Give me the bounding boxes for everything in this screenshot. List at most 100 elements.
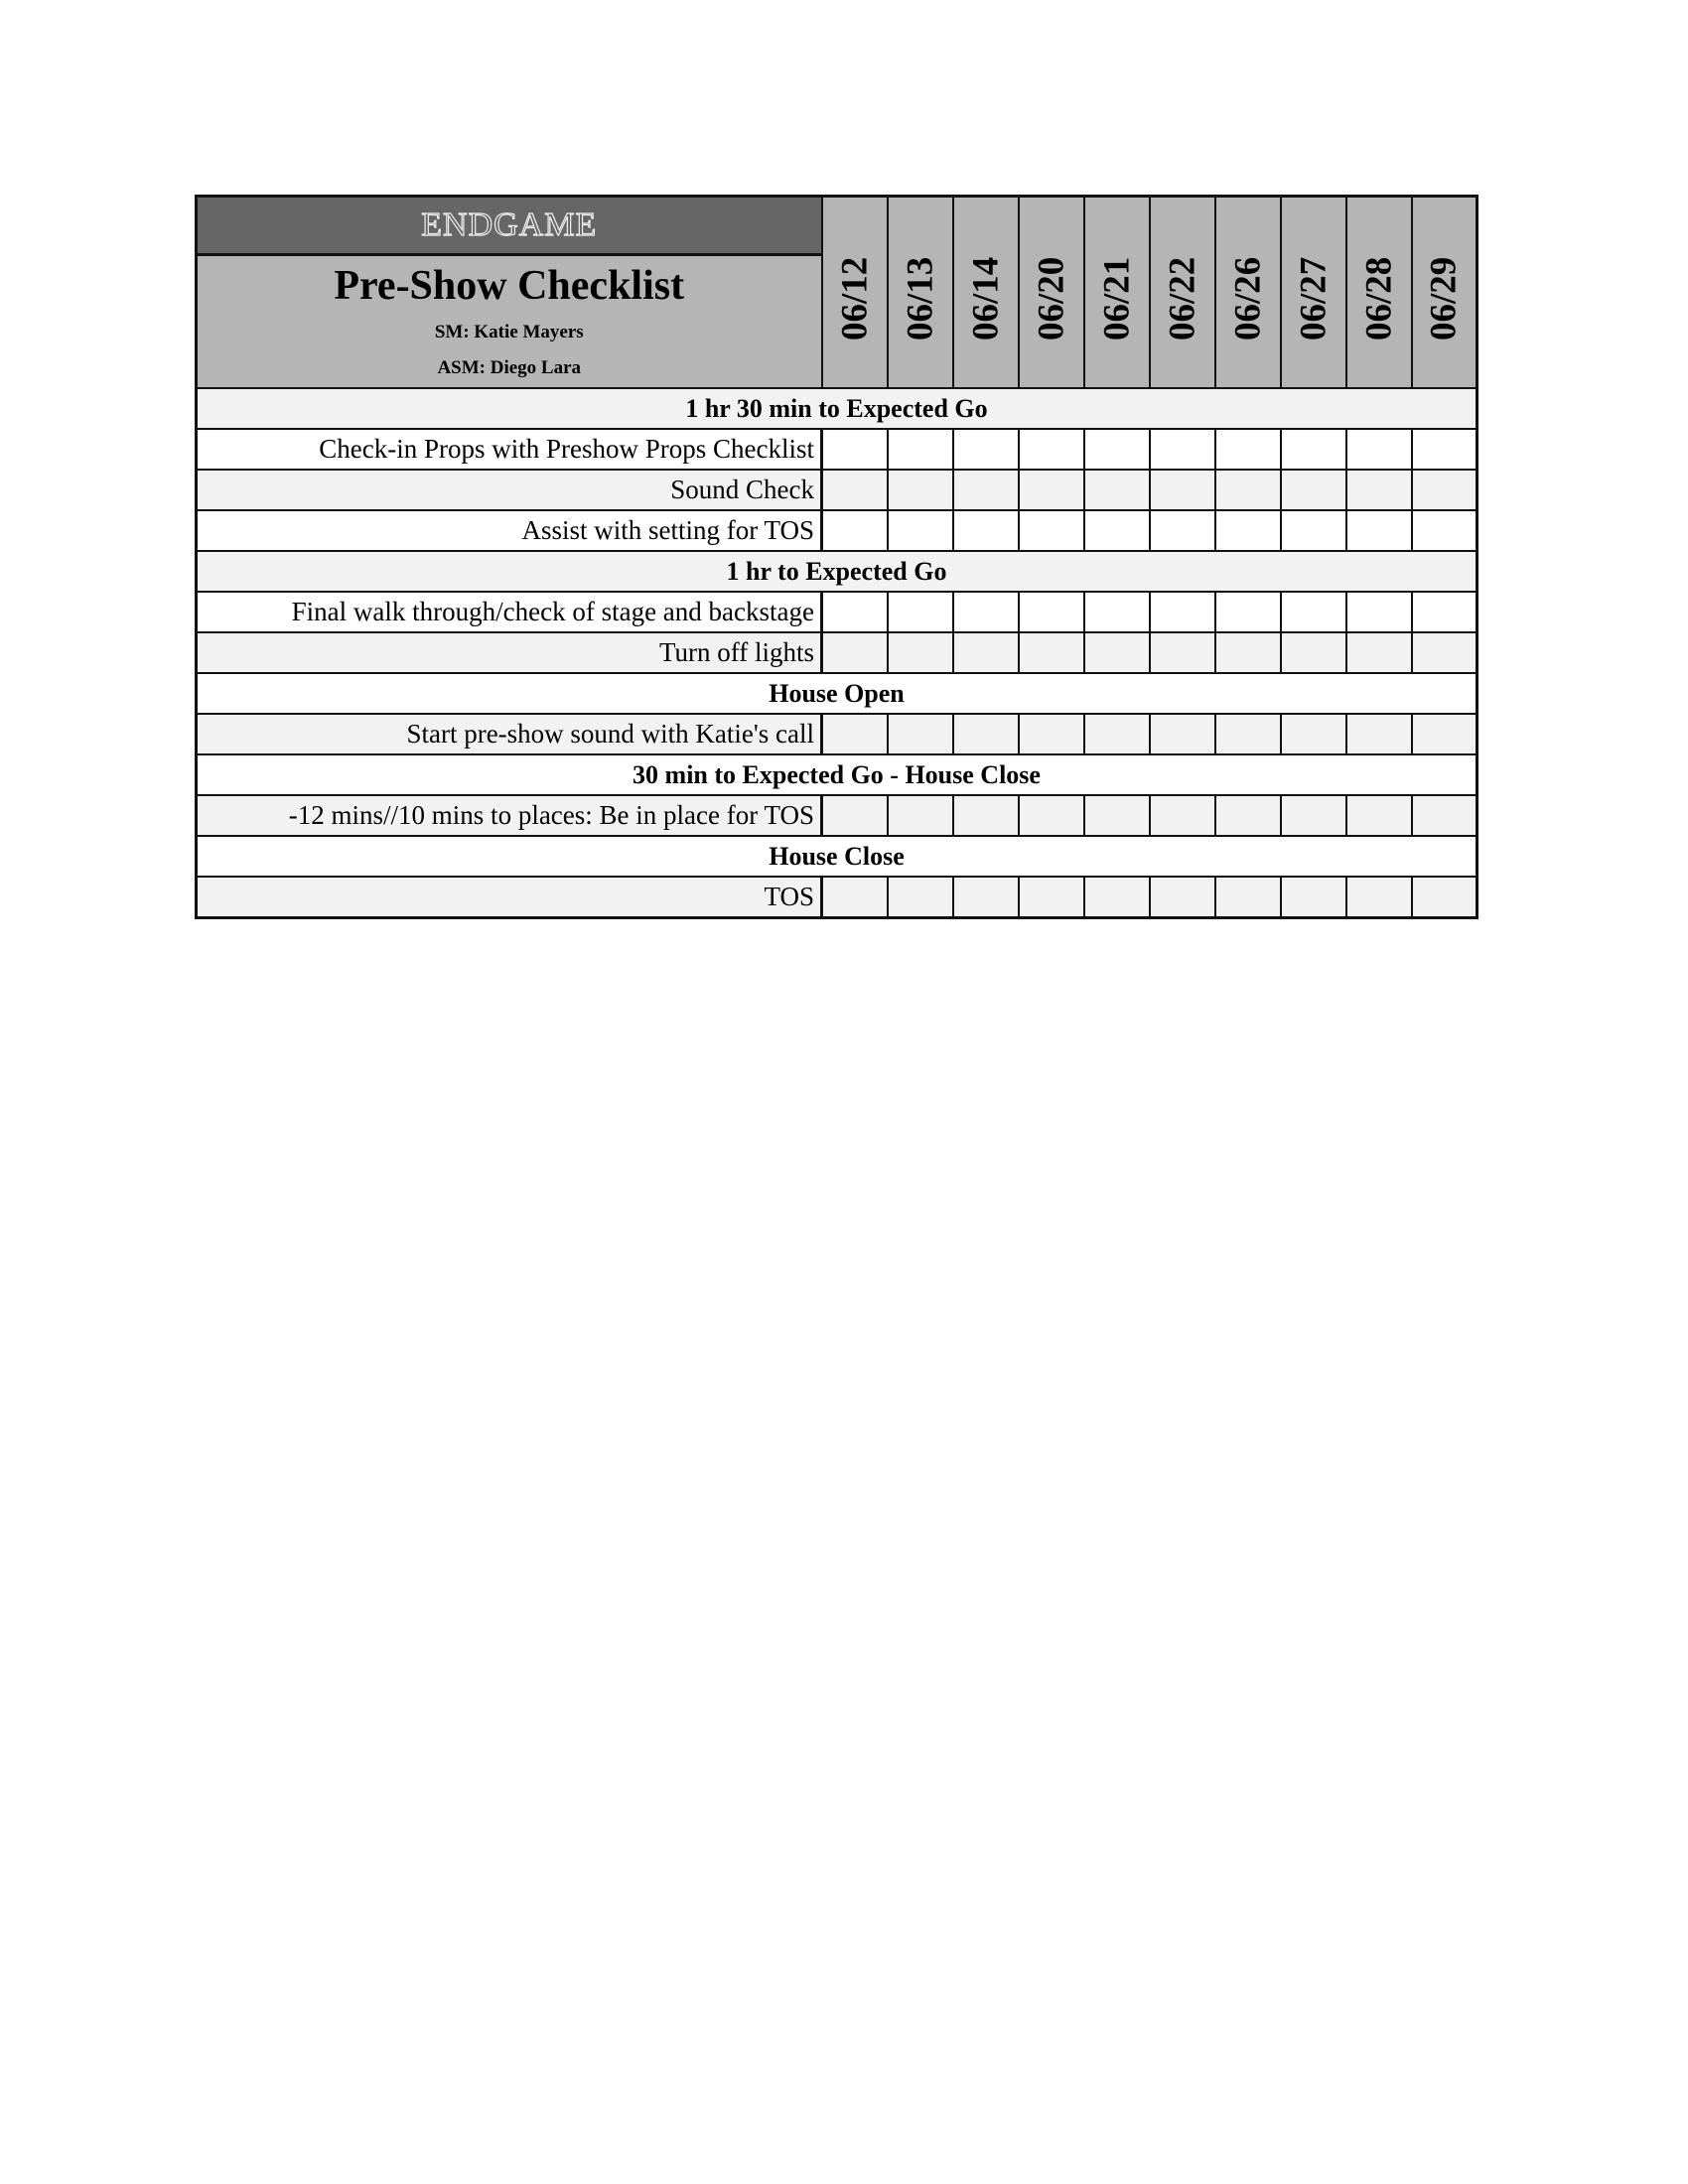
checkbox-cell[interactable] [1279, 428, 1347, 471]
checkbox-cell[interactable] [1148, 469, 1216, 511]
checkbox-cell[interactable] [1017, 794, 1085, 837]
checkbox-cell[interactable] [886, 794, 954, 837]
checkbox-cell[interactable] [1082, 591, 1151, 633]
checkbox-cell[interactable] [1148, 591, 1216, 633]
checkbox-cell[interactable] [1279, 876, 1347, 919]
checkbox-cell[interactable] [1344, 713, 1413, 755]
checkbox-cell[interactable] [951, 876, 1020, 919]
checkbox-cell[interactable] [951, 469, 1020, 511]
checkbox-cell[interactable] [1148, 794, 1216, 837]
checkbox-cell[interactable] [1410, 469, 1478, 511]
checkbox-cell[interactable] [886, 631, 954, 674]
checkbox-cell[interactable] [1279, 713, 1347, 755]
section-heading: 30 min to Expected Go - House Close [195, 753, 1478, 796]
checkbox-cell[interactable] [1017, 591, 1085, 633]
checkbox-cell[interactable] [1213, 591, 1282, 633]
checkbox-cell[interactable] [886, 591, 954, 633]
checkbox-cell[interactable] [1344, 428, 1413, 471]
checkbox-cell[interactable] [1410, 428, 1478, 471]
checkbox-cell[interactable] [951, 713, 1020, 755]
checkbox-cell[interactable] [1017, 631, 1085, 674]
date-header: 06/21 [1082, 195, 1151, 389]
checkbox-cell[interactable] [1213, 713, 1282, 755]
checkbox-cell[interactable] [886, 509, 954, 552]
checkbox-cell[interactable] [1344, 509, 1413, 552]
section-heading: House Open [195, 672, 1478, 715]
checkbox-cell[interactable] [1279, 631, 1347, 674]
checkbox-cell[interactable] [886, 428, 954, 471]
checkbox-cell[interactable] [1279, 469, 1347, 511]
checkbox-cell[interactable] [1410, 631, 1478, 674]
checkbox-cell[interactable] [1213, 631, 1282, 674]
task-label: Final walk through/check of stage and ba… [195, 591, 823, 633]
checkbox-cell[interactable] [1344, 631, 1413, 674]
checkbox-cell[interactable] [820, 876, 889, 919]
checkbox-cell[interactable] [1213, 509, 1282, 552]
checkbox-cell[interactable] [886, 876, 954, 919]
checkbox-cell[interactable] [1344, 876, 1413, 919]
page-title: Pre-Show Checklist [334, 263, 685, 309]
checkbox-cell[interactable] [951, 591, 1020, 633]
task-label: Sound Check [195, 469, 823, 511]
checkbox-cell[interactable] [1082, 794, 1151, 837]
checkbox-cell[interactable] [820, 631, 889, 674]
checkbox-cell[interactable] [1017, 509, 1085, 552]
checkbox-cell[interactable] [1148, 876, 1216, 919]
checkbox-cell[interactable] [1410, 876, 1478, 919]
checkbox-cell[interactable] [820, 428, 889, 471]
section-heading: 1 hr to Expected Go [195, 550, 1478, 593]
checkbox-cell[interactable] [1213, 469, 1282, 511]
checkbox-cell[interactable] [951, 509, 1020, 552]
checkbox-cell[interactable] [820, 591, 889, 633]
task-label: Start pre-show sound with Katie's call [195, 713, 823, 755]
checkbox-cell[interactable] [886, 713, 954, 755]
checkbox-cell[interactable] [1213, 876, 1282, 919]
checkbox-cell[interactable] [1279, 591, 1347, 633]
checkbox-cell[interactable] [1082, 428, 1151, 471]
checkbox-cell[interactable] [1148, 713, 1216, 755]
checkbox-cell[interactable] [1148, 631, 1216, 674]
checkbox-cell[interactable] [951, 631, 1020, 674]
checklist-row: Sound Check [195, 469, 1478, 511]
date-header: 06/12 [820, 195, 889, 389]
checkbox-cell[interactable] [1148, 428, 1216, 471]
checkbox-cell[interactable] [951, 428, 1020, 471]
task-label: Turn off lights [195, 631, 823, 674]
checkbox-cell[interactable] [1017, 876, 1085, 919]
checkbox-cell[interactable] [820, 794, 889, 837]
checkbox-cell[interactable] [820, 509, 889, 552]
checkbox-cell[interactable] [820, 713, 889, 755]
section-row: 1 hr to Expected Go [195, 550, 1478, 593]
checkbox-cell[interactable] [1410, 713, 1478, 755]
checkbox-cell[interactable] [1410, 509, 1478, 552]
checkbox-cell[interactable] [1279, 794, 1347, 837]
task-label: Check-in Props with Preshow Props Checkl… [195, 428, 823, 471]
checkbox-cell[interactable] [1410, 794, 1478, 837]
checkbox-cell[interactable] [1082, 631, 1151, 674]
checkbox-cell[interactable] [1017, 428, 1085, 471]
checkbox-cell[interactable] [1213, 428, 1282, 471]
stage-manager: SM: Katie Mayers [434, 322, 584, 342]
checkbox-cell[interactable] [886, 469, 954, 511]
section-row: House Close [195, 835, 1478, 878]
checkbox-cell[interactable] [1344, 469, 1413, 511]
checkbox-cell[interactable] [1082, 876, 1151, 919]
checkbox-cell[interactable] [1082, 469, 1151, 511]
date-header: 06/14 [951, 195, 1020, 389]
show-name-banner: ENDGAME [195, 195, 823, 256]
checkbox-cell[interactable] [1017, 713, 1085, 755]
section-row: House Open [195, 672, 1478, 715]
checkbox-cell[interactable] [1344, 794, 1413, 837]
checkbox-cell[interactable] [1410, 591, 1478, 633]
checkbox-cell[interactable] [1017, 469, 1085, 511]
checkbox-cell[interactable] [1213, 794, 1282, 837]
checkbox-cell[interactable] [1082, 713, 1151, 755]
checkbox-cell[interactable] [951, 794, 1020, 837]
checkbox-cell[interactable] [1082, 509, 1151, 552]
checkbox-cell[interactable] [1148, 509, 1216, 552]
checklist-row: -12 mins//10 mins to places: Be in place… [195, 794, 1478, 837]
preshow-checklist-table: ENDGAME 06/12 06/13 06/14 06/20 06/21 06… [195, 195, 1478, 919]
checkbox-cell[interactable] [1279, 509, 1347, 552]
checkbox-cell[interactable] [1344, 591, 1413, 633]
checkbox-cell[interactable] [820, 469, 889, 511]
